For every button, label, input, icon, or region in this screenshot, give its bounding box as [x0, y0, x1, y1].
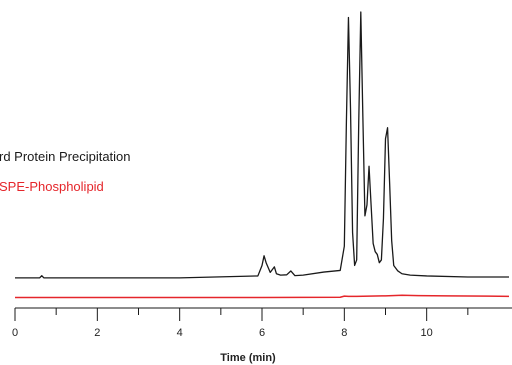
x-tick-label-10: 10	[421, 327, 433, 339]
x-tick-label-2: 2	[94, 327, 100, 339]
x-axis-ticks: 0 2 4 6 8 10	[12, 308, 469, 339]
x-tick-label-6: 6	[259, 327, 265, 339]
x-axis-title: Time (min)	[220, 352, 276, 364]
legend-entry-protein-precipitation: rd Protein Precipitation	[0, 149, 131, 164]
x-tick-label-4: 4	[177, 327, 183, 339]
series-line-0	[15, 11, 509, 279]
series-layer	[15, 11, 510, 299]
x-tick-label-8: 8	[341, 327, 347, 339]
legend-entry-spe-phospholipid: SPE-Phospholipid	[0, 179, 104, 194]
x-tick-label-0: 0	[12, 327, 18, 339]
series-line-1	[15, 294, 510, 299]
